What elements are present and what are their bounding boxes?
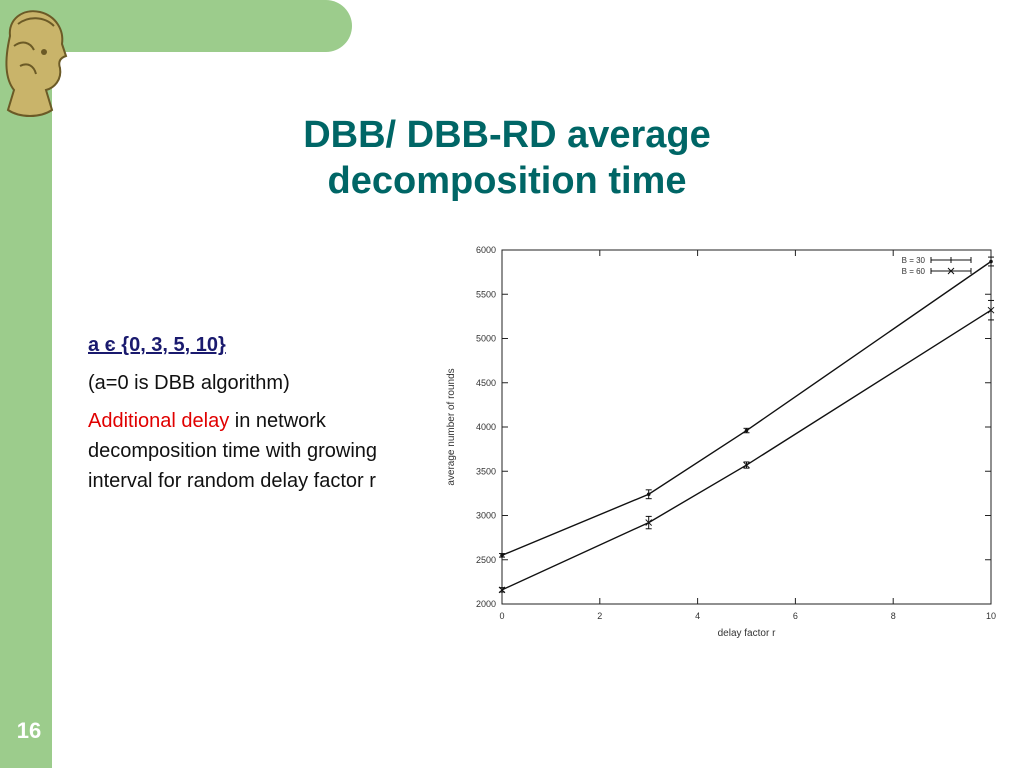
legend-marker <box>947 267 955 275</box>
top-accent-bar <box>30 0 352 52</box>
bullet-a-values: a є {0, 3, 5, 10} <box>88 334 226 356</box>
legend-label: B = 60 <box>902 267 926 276</box>
y-tick-label: 2000 <box>476 599 496 609</box>
y-axis-label: average number of rounds <box>446 368 457 485</box>
data-point <box>500 553 504 558</box>
y-tick-label: 2500 <box>476 555 496 565</box>
data-point <box>498 586 506 594</box>
left-accent-bar <box>0 0 52 768</box>
bullet-list: a є {0, 3, 5, 10} (a=0 is DBB algorithm)… <box>88 330 408 504</box>
slide-title: DBB/ DBB-RD average decomposition time <box>220 112 794 204</box>
data-point <box>744 428 749 433</box>
legend-label: B = 30 <box>902 256 926 265</box>
highlight-additional-delay: Additional delay <box>88 410 230 432</box>
x-tick-label: 2 <box>597 611 602 621</box>
data-point <box>743 461 750 469</box>
series-line <box>501 309 992 591</box>
athena-logo-icon <box>5 10 68 117</box>
plot-frame <box>501 249 992 605</box>
y-tick-label: 6000 <box>476 245 496 255</box>
x-tick-label: 10 <box>986 611 996 621</box>
data-point <box>646 492 651 497</box>
y-tick-label: 4500 <box>476 378 496 388</box>
x-axis-label: delay factor r <box>718 628 776 639</box>
y-tick-label: 3000 <box>476 511 496 521</box>
x-tick-label: 6 <box>793 611 798 621</box>
y-tick-label: 4000 <box>476 422 496 432</box>
x-tick-label: 0 <box>499 611 504 621</box>
bullet-dbb-note: (a=0 is DBB algorithm) <box>88 372 290 394</box>
bullet-additional-delay: Additional delay in network decompositio… <box>88 406 408 496</box>
slide-title-line2: decomposition time <box>327 160 687 202</box>
x-tick-label: 8 <box>891 611 896 621</box>
series-line <box>501 260 992 556</box>
y-tick-label: 5500 <box>476 289 496 299</box>
rounds-line-chart: 0 2 4 6 8 10 2000 2500 3000 3500 4000 4500 5000 5500 6… <box>446 245 996 639</box>
data-point <box>987 306 995 314</box>
y-tick-label: 3500 <box>476 466 496 476</box>
x-tick-label: 4 <box>695 611 700 621</box>
y-tick-label: 5000 <box>476 334 496 344</box>
slide-title-line1: DBB/ DBB-RD average <box>303 114 711 156</box>
data-point <box>989 259 993 264</box>
bullet-additional-delay-rest: in network decomposition time with growi… <box>88 410 378 492</box>
data-point <box>645 519 653 526</box>
slide-number: 16 <box>16 718 42 743</box>
